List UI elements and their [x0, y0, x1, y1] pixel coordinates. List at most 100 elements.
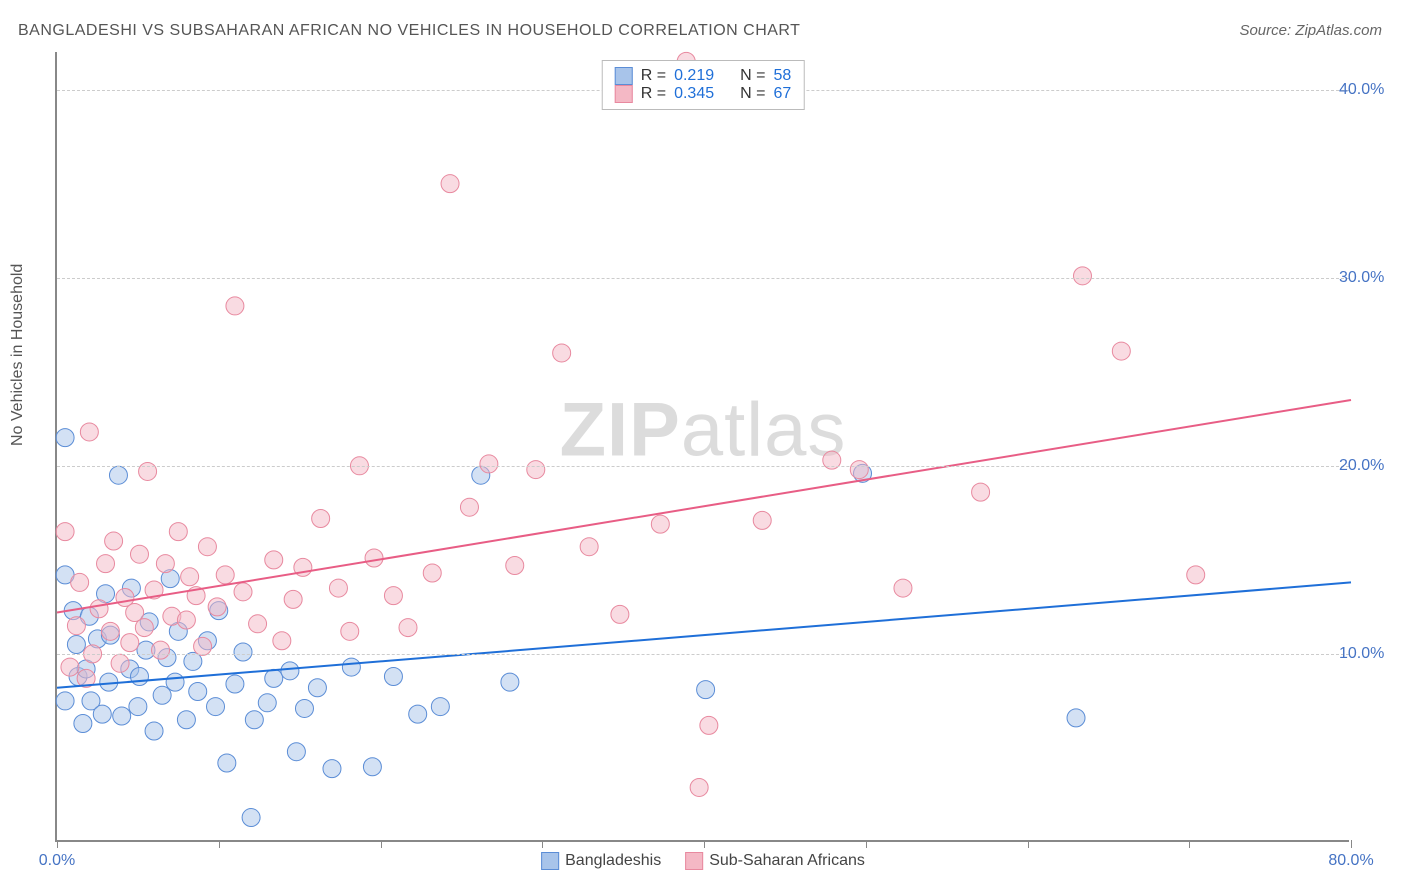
- gridline: [57, 466, 1349, 467]
- data-point: [894, 579, 912, 597]
- y-tick-label: 30.0%: [1339, 269, 1399, 287]
- data-point: [245, 711, 263, 729]
- data-point: [281, 662, 299, 680]
- data-point: [431, 698, 449, 716]
- data-point: [258, 694, 276, 712]
- x-tick: [381, 840, 382, 848]
- data-point: [1112, 342, 1130, 360]
- trend-line: [57, 400, 1351, 613]
- data-point: [323, 760, 341, 778]
- data-point: [384, 667, 402, 685]
- y-tick-label: 40.0%: [1339, 81, 1399, 99]
- x-tick-label: 0.0%: [39, 852, 75, 870]
- data-point: [611, 605, 629, 623]
- y-tick-label: 20.0%: [1339, 457, 1399, 475]
- data-point: [71, 573, 89, 591]
- chart-svg: [57, 52, 1349, 840]
- legend-item-2: Sub-Saharan Africans: [685, 852, 865, 870]
- data-point: [156, 555, 174, 573]
- data-point: [329, 579, 347, 597]
- data-point: [208, 598, 226, 616]
- data-point: [284, 590, 302, 608]
- data-point: [226, 297, 244, 315]
- data-point: [506, 557, 524, 575]
- data-point: [111, 654, 129, 672]
- x-tick: [219, 840, 220, 848]
- data-point: [441, 175, 459, 193]
- data-point: [342, 658, 360, 676]
- swatch-series-1: [541, 852, 559, 870]
- data-point: [56, 429, 74, 447]
- data-point: [113, 707, 131, 725]
- plot-area: ZIPatlas R = 0.219 N = 58 R = 0.345 N = …: [55, 52, 1349, 842]
- data-point: [234, 583, 252, 601]
- data-point: [341, 622, 359, 640]
- trend-line: [57, 582, 1351, 687]
- chart-title: BANGLADESHI VS SUBSAHARAN AFRICAN NO VEH…: [18, 22, 800, 40]
- source-label: Source: ZipAtlas.com: [1239, 22, 1382, 39]
- data-point: [105, 532, 123, 550]
- x-tick: [704, 840, 705, 848]
- data-point: [101, 622, 119, 640]
- data-point: [226, 675, 244, 693]
- data-point: [363, 758, 381, 776]
- legend-label: Sub-Saharan Africans: [709, 852, 865, 870]
- data-point: [189, 683, 207, 701]
- data-point: [249, 615, 267, 633]
- data-point: [753, 511, 771, 529]
- data-point: [218, 754, 236, 772]
- data-point: [460, 498, 478, 516]
- data-point: [90, 600, 108, 618]
- data-point: [145, 722, 163, 740]
- r-label: R =: [641, 67, 666, 85]
- data-point: [234, 643, 252, 661]
- data-point: [169, 523, 187, 541]
- n-label: N =: [740, 85, 765, 103]
- swatch-series-2: [615, 85, 633, 103]
- data-point: [265, 669, 283, 687]
- swatch-series-1: [615, 67, 633, 85]
- data-point: [177, 611, 195, 629]
- data-point: [1187, 566, 1205, 584]
- data-point: [242, 809, 260, 827]
- data-point: [580, 538, 598, 556]
- data-point: [198, 538, 216, 556]
- r-value: 0.345: [674, 85, 714, 103]
- data-point: [93, 705, 111, 723]
- x-tick: [866, 840, 867, 848]
- data-point: [56, 692, 74, 710]
- data-point: [697, 681, 715, 699]
- n-label: N =: [740, 67, 765, 85]
- legend-row-1: R = 0.219 N = 58: [615, 67, 792, 85]
- y-tick-label: 10.0%: [1339, 645, 1399, 663]
- y-axis-label: No Vehicles in Household: [9, 264, 27, 446]
- data-point: [181, 568, 199, 586]
- data-point: [527, 461, 545, 479]
- data-point: [56, 523, 74, 541]
- data-point: [1067, 709, 1085, 727]
- data-point: [480, 455, 498, 473]
- data-point: [80, 423, 98, 441]
- data-point: [135, 619, 153, 637]
- legend-label: Bangladeshis: [565, 852, 661, 870]
- data-point: [130, 667, 148, 685]
- n-value: 58: [773, 67, 791, 85]
- data-point: [365, 549, 383, 567]
- data-point: [409, 705, 427, 723]
- data-point: [700, 716, 718, 734]
- data-point: [216, 566, 234, 584]
- correlation-legend: R = 0.219 N = 58 R = 0.345 N = 67: [602, 60, 805, 110]
- data-point: [265, 551, 283, 569]
- data-point: [287, 743, 305, 761]
- gridline: [57, 654, 1349, 655]
- data-point: [74, 715, 92, 733]
- data-point: [553, 344, 571, 362]
- n-value: 67: [773, 85, 791, 103]
- r-label: R =: [641, 85, 666, 103]
- data-point: [423, 564, 441, 582]
- legend-item-1: Bangladeshis: [541, 852, 661, 870]
- x-tick-label: 80.0%: [1328, 852, 1373, 870]
- gridline: [57, 278, 1349, 279]
- data-point: [850, 461, 868, 479]
- data-point: [97, 555, 115, 573]
